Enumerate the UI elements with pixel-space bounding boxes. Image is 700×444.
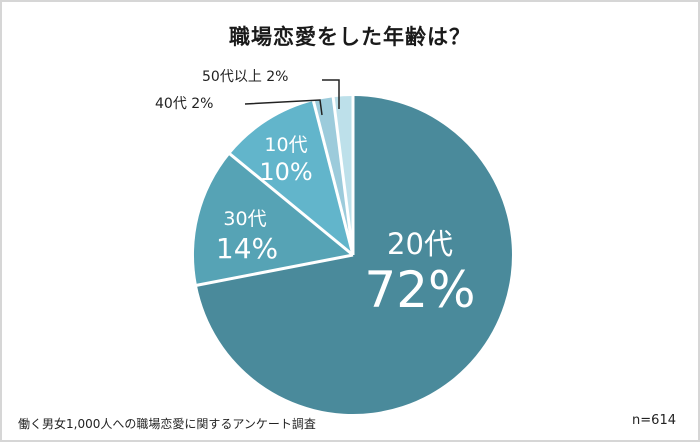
- label-30s-age: 30代: [223, 208, 266, 230]
- label-30s-pct: 14%: [216, 232, 278, 265]
- label-50s-plus: 50代以上 2%: [202, 69, 289, 85]
- label-10s-pct: 10%: [259, 158, 312, 186]
- leader-line-50s: [322, 79, 340, 109]
- slice-separators: [194, 94, 355, 288]
- label-20s-pct: 72%: [364, 261, 475, 319]
- chart-title: 職場恋愛をした年齢は？: [229, 25, 471, 49]
- label-40s: 40代 2%: [155, 96, 214, 112]
- slice-30s: [193, 154, 353, 286]
- leader-line-40s: [244, 99, 323, 116]
- label-20s-age: 20代: [387, 227, 453, 261]
- sample-size: n=614: [632, 413, 676, 428]
- label-10s-age: 10代: [264, 134, 307, 156]
- survey-source: 働く男女1,000人への職場恋愛に関するアンケート調査: [18, 417, 316, 431]
